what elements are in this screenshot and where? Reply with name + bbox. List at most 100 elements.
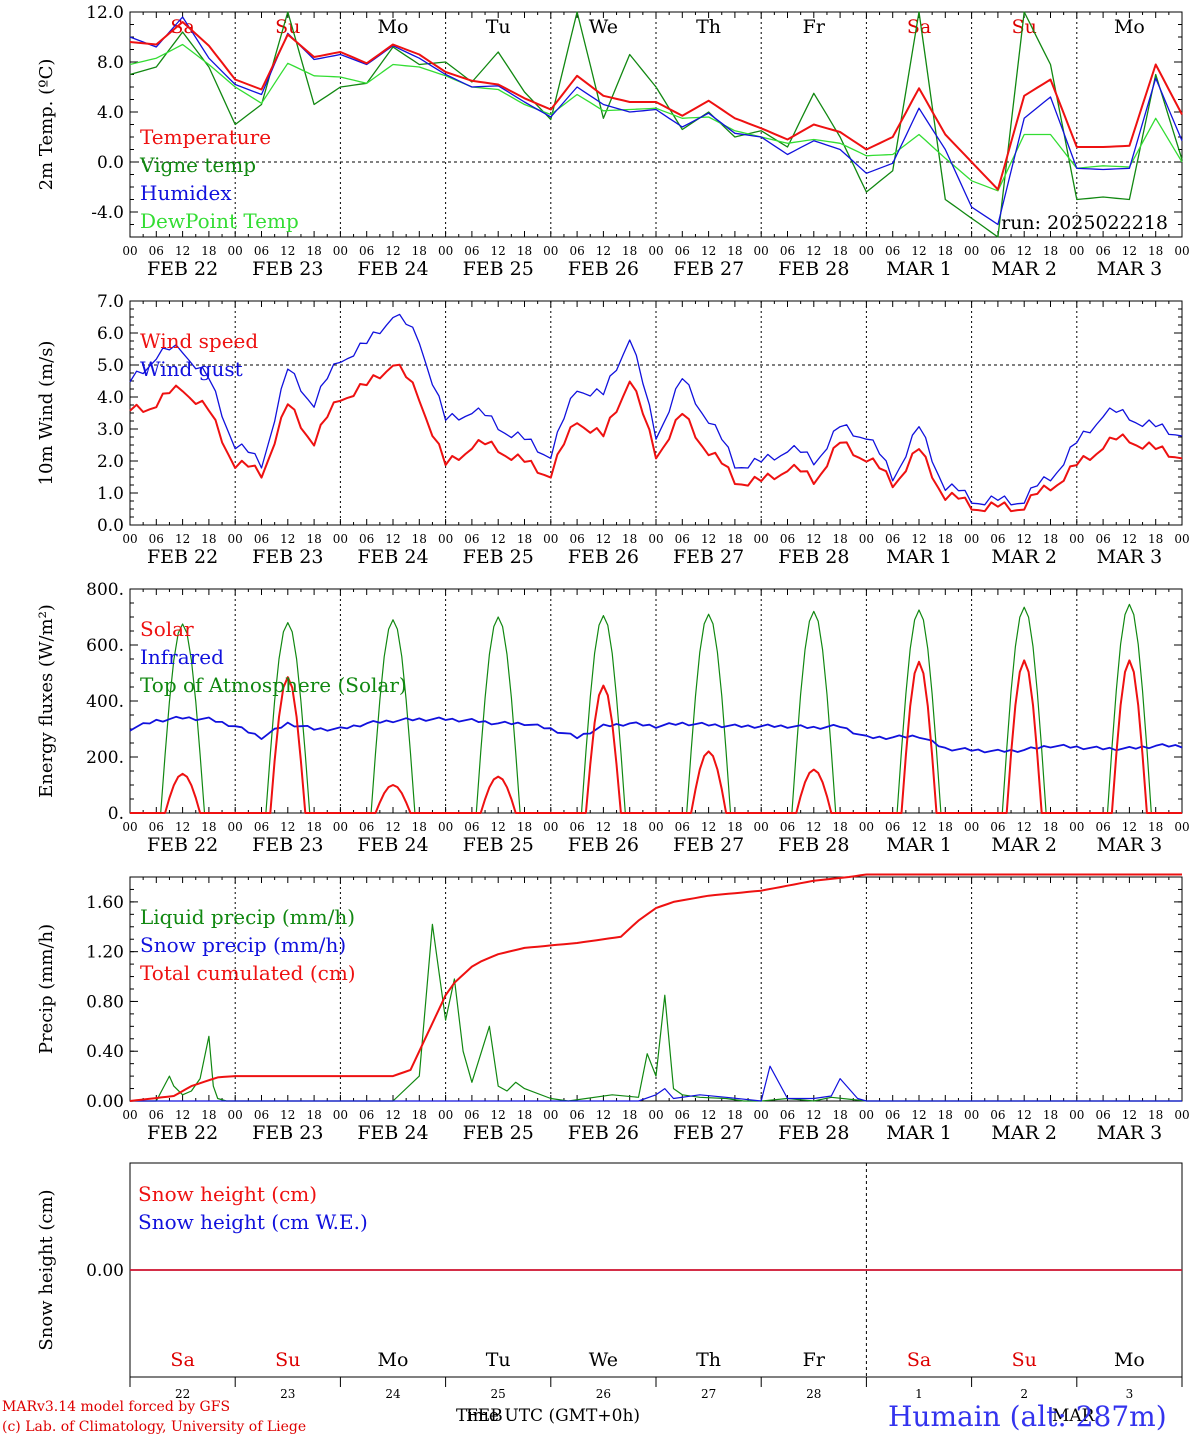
hour-tick-label: 00 [438,532,453,546]
hour-tick-label: 18 [201,532,216,546]
hour-tick-label: 00 [543,244,558,258]
y-tick-label: 4.0 [97,388,124,408]
hour-tick-label: 06 [990,820,1005,834]
hour-tick-label: 18 [727,820,742,834]
hour-tick-label: 06 [1095,1108,1110,1122]
hour-tick-label: 00 [648,820,663,834]
hour-tick-label: 06 [464,244,479,258]
hour-tick-label: 06 [990,1108,1005,1122]
day-number-label: 1 [915,1387,923,1401]
hour-tick-label: 00 [648,244,663,258]
hour-tick-label: 00 [228,1108,243,1122]
hour-tick-label: 12 [911,244,926,258]
hour-tick-label: 18 [1148,1108,1163,1122]
hour-tick-label: 00 [859,244,874,258]
day-label: FEB 23 [252,1122,323,1144]
hour-tick-label: 00 [964,820,979,834]
day-label: FEB 28 [778,258,849,280]
hour-tick-label: 00 [228,820,243,834]
hour-tick-label: 18 [622,532,637,546]
hour-tick-label: 18 [517,532,532,546]
hour-tick-label: 12 [385,532,400,546]
hour-tick-label: 18 [201,244,216,258]
y-tick-label: 1.60 [86,893,124,913]
hour-tick-label: 00 [859,532,874,546]
legend-entry: Top of Atmosphere (Solar) [140,673,407,697]
hour-tick-label: 06 [464,532,479,546]
hour-tick-label: 00 [1069,244,1084,258]
weekday-label: Th [696,1349,721,1371]
hour-tick-label: 12 [491,244,506,258]
day-label: FEB 26 [568,834,639,856]
day-label: FEB 26 [568,1122,639,1144]
hour-tick-label: 00 [122,244,137,258]
hour-tick-label: 06 [780,244,795,258]
series-wind-speed [129,363,1183,513]
y-axis-label: Precip (mm/h) [36,924,57,1054]
day-label: FEB 23 [252,258,323,280]
hour-tick-label: 12 [175,532,190,546]
day-number-label: 26 [596,1387,611,1401]
weekday-label: Mo [378,1349,409,1371]
day-label: FEB 24 [357,1122,428,1144]
hour-tick-label: 12 [280,1108,295,1122]
hour-tick-label: 12 [1017,820,1032,834]
day-label: MAR 2 [991,1122,1057,1144]
weekday-label: Fr [803,1349,826,1371]
hour-tick-label: 12 [385,244,400,258]
hour-tick-label: 00 [1069,1108,1084,1122]
hour-tick-label: 00 [1174,244,1189,258]
hour-tick-label: 06 [254,244,269,258]
weekday-label: Su [275,1349,300,1371]
run-label: run: 2025022218 [1001,212,1168,234]
hour-tick-label: 06 [780,532,795,546]
y-tick-label: 400. [86,692,124,712]
hour-tick-label: 12 [491,820,506,834]
y-axis-label: 2m Temp. (ºC) [36,59,57,191]
hour-tick-label: 12 [596,244,611,258]
credit-line-1: MARv3.14 model forced by GFS [2,1399,231,1415]
hour-tick-label: 00 [754,532,769,546]
hour-tick-label: 18 [412,532,427,546]
hour-tick-label: 18 [832,1108,847,1122]
day-label: FEB 25 [463,258,534,280]
station-label: Humain (alt: 287m) [888,1400,1167,1433]
legend-entry: Infrared [140,645,224,669]
hour-tick-label: 06 [885,532,900,546]
legend-entry: Wind speed [140,329,258,353]
hour-tick-label: 00 [859,820,874,834]
weekday-label: Fr [803,16,826,38]
day-label: MAR 3 [1097,258,1163,280]
y-tick-label: 6.0 [97,324,124,344]
hour-tick-label: 12 [806,532,821,546]
hour-tick-label: 00 [333,820,348,834]
hour-tick-label: 12 [385,1108,400,1122]
hour-tick-label: 06 [149,820,164,834]
day-label: MAR 1 [886,1122,952,1144]
hour-tick-label: 18 [201,820,216,834]
hour-tick-label: 12 [175,820,190,834]
panel-2: 00 06 12 18 00 06 12 18 00 06 12 18 00 06 12 18 00 06 12 18… [36,292,1190,568]
y-tick-label: 7.0 [97,292,124,312]
hour-tick-label: 06 [254,820,269,834]
hour-tick-label: 06 [359,820,374,834]
y-tick-label: 0.0 [97,153,124,173]
legend-entry: Solar [140,617,194,641]
y-tick-label: 5.0 [97,356,124,376]
hour-tick-label: 18 [622,244,637,258]
series-snow-precip [130,1065,1182,1102]
day-label: FEB 27 [673,834,744,856]
hour-tick-label: 18 [938,820,953,834]
day-number-label: 23 [280,1387,295,1401]
y-axis-label: 10m Wind (m/s) [36,341,57,486]
hour-tick-label: 12 [175,1108,190,1122]
panel-1: 00 06 12 18 00 06 12 18 00 06 12 18 00 06 12 18 00 06 12 18… [36,3,1190,280]
hour-tick-label: 18 [306,532,321,546]
series-temperature [129,21,1183,191]
weekday-label: Sa [170,1349,194,1371]
credit-line-2: (c) Lab. of Climatology, University of L… [2,1419,307,1435]
weekday-label: Sa [907,1349,931,1371]
y-tick-label: 800. [86,580,124,600]
hour-tick-label: 06 [1095,820,1110,834]
hour-tick-label: 12 [806,820,821,834]
